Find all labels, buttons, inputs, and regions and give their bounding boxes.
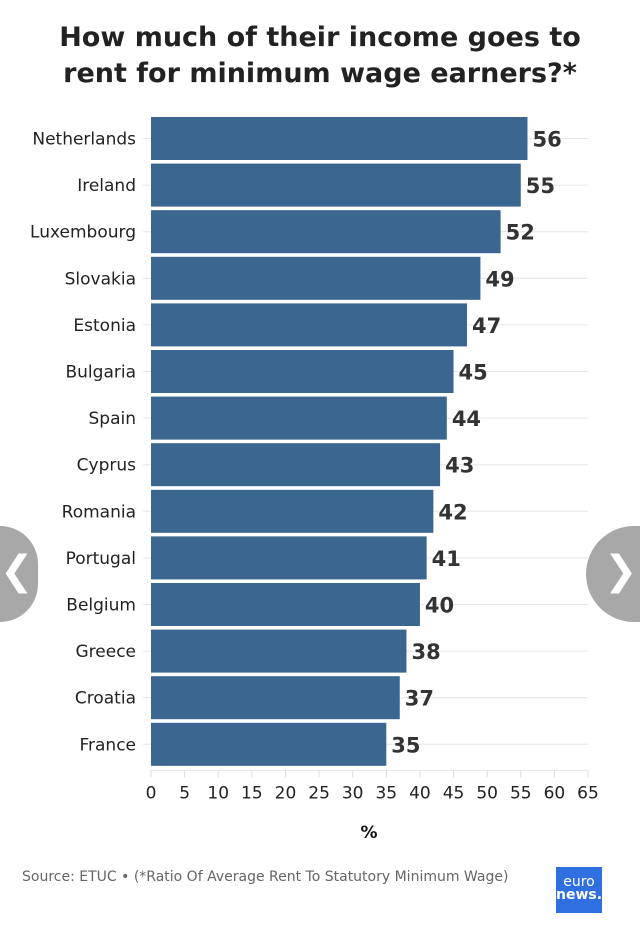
data-label: 41 [432,547,461,571]
x-tick-label: 45 [443,783,465,803]
x-tick-label: 15 [241,783,263,803]
bar [151,583,420,626]
x-tick-label: 20 [275,783,297,803]
category-label: Spain [89,409,137,429]
category-label: Estonia [73,316,136,336]
data-label: 45 [459,361,488,385]
category-label: Croatia [75,689,136,709]
bar [151,536,427,580]
data-label: 55 [526,174,555,198]
x-tick-label: 60 [544,783,566,803]
x-tick-label: 55 [510,783,532,803]
category-label: Netherlands [32,130,136,150]
bar [151,350,454,393]
x-tick-label: 40 [409,783,431,803]
data-label: 43 [445,454,474,478]
x-tick-label: 35 [375,783,397,803]
data-label: 42 [438,500,467,524]
bar [151,303,467,347]
data-label: 38 [411,640,440,664]
data-label: 49 [485,267,514,291]
source-note: Source: ETUC • (*Ratio Of Average Rent T… [22,869,509,885]
bar [151,676,400,720]
data-label: 37 [405,687,434,711]
chevron-left-icon: ❮ [0,548,34,594]
x-tick-label: 10 [207,783,229,803]
x-tick-label: 50 [476,783,498,803]
data-label: 35 [391,733,420,757]
x-tick-label: 65 [577,783,599,803]
bar [151,210,501,254]
euronews-logo: euro news. [556,867,602,913]
x-tick-label: 30 [342,783,364,803]
x-tick-label: 0 [146,783,157,803]
bar [151,629,407,673]
bar [151,396,447,440]
logo-text-2: news. [556,887,603,903]
logo-text-1: euro [563,874,595,890]
data-label: 44 [452,407,481,431]
chevron-right-icon: ❯ [604,548,638,594]
bar [151,117,528,160]
category-label: Cyprus [77,456,136,476]
bar [151,163,521,207]
category-label: Bulgaria [66,363,137,383]
data-label: 40 [425,594,454,618]
category-label: Portugal [66,549,136,569]
x-tick-label: 5 [179,783,190,803]
data-label: 47 [472,314,501,338]
category-label: Greece [75,642,136,662]
category-label: Ireland [77,176,136,196]
category-label: Romania [62,502,136,522]
category-label: Slovakia [65,269,136,289]
data-label: 56 [532,128,561,152]
category-label: Belgium [66,596,136,616]
chart-title: How much of their income goes to rent fo… [59,22,581,89]
category-label: France [79,735,136,755]
data-label: 52 [506,221,535,245]
x-axis-title: % [360,823,377,843]
bar [151,489,434,533]
bar [151,722,387,766]
x-tick-label: 25 [308,783,330,803]
category-label: Luxembourg [30,223,136,243]
bar [151,443,441,487]
bar [151,256,481,300]
bar-chart: 0 5 10 15 20 25 30 35 40 45 50 55 60 65 Netherlands 56 I… [30,117,599,843]
